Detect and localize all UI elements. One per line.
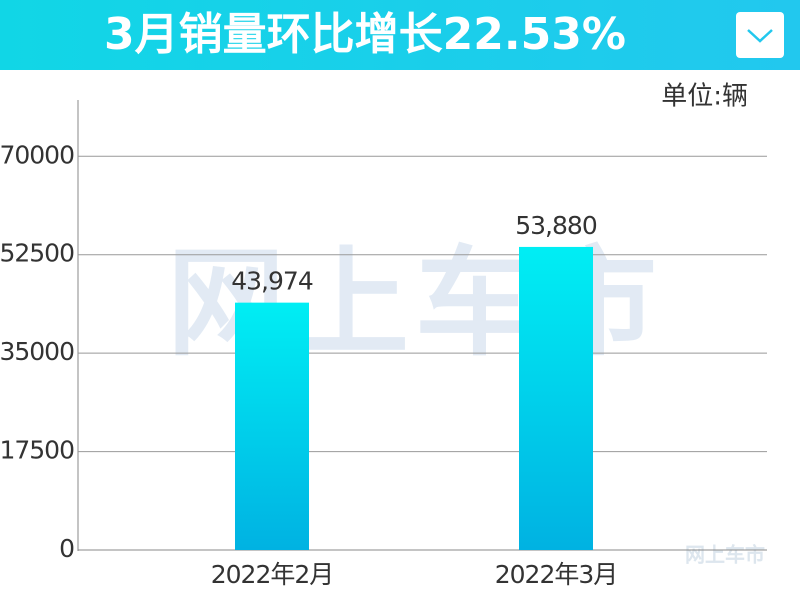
watermark-logo: 网上车市 (685, 543, 765, 567)
y-tick-label: 35000 (0, 337, 74, 366)
header-band (0, 0, 800, 70)
y-tick-label: 0 (59, 534, 74, 563)
dropdown-chevron[interactable] (747, 29, 773, 43)
dropdown-button[interactable] (736, 12, 784, 58)
bar (235, 302, 309, 550)
y-tick-label: 17500 (0, 436, 74, 465)
bar (519, 246, 593, 551)
x-tick-label: 2022年2月 (211, 560, 334, 589)
chart-title: 3月销量环比增长22.53% (104, 9, 626, 60)
value-label: 43,974 (231, 267, 313, 296)
value-label: 53,880 (515, 211, 597, 240)
dropdown-box[interactable] (736, 12, 784, 58)
unit-label: 单位:辆 (661, 82, 748, 112)
y-tick-label: 52500 (0, 239, 74, 268)
y-tick-label: 70000 (0, 140, 74, 169)
x-tick-label: 2022年3月 (495, 560, 618, 589)
